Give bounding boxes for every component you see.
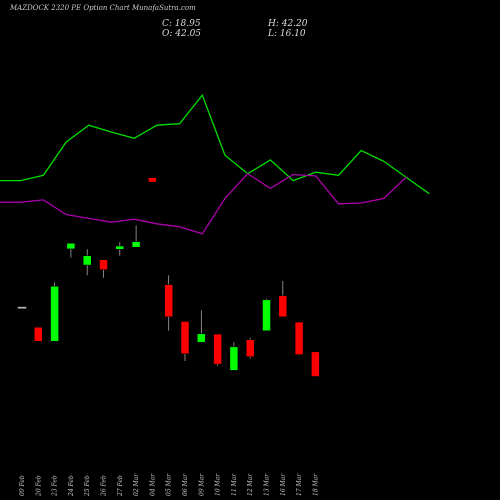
x-tick-label: 13 Mar xyxy=(264,473,271,496)
candle-body xyxy=(180,321,190,354)
x-tick-label: 12 Mar xyxy=(247,473,254,496)
close-value: C: 18.95 xyxy=(162,19,201,29)
candle-body xyxy=(311,351,320,377)
candle-body xyxy=(82,255,92,266)
candle-body xyxy=(115,245,125,250)
line-series-purple xyxy=(0,172,408,235)
candle-body xyxy=(262,299,271,331)
x-tick-label: 25 Feb xyxy=(84,475,91,497)
x-tick-label: 17 Mar xyxy=(296,473,303,496)
candle-body xyxy=(164,284,173,318)
candle-body xyxy=(17,306,27,309)
x-tick-label: 11 Mar xyxy=(231,473,238,496)
line-series-green xyxy=(0,93,430,195)
x-tick-label: 02 Mar xyxy=(133,473,140,496)
x-tick-label: 06 Mar xyxy=(182,473,189,496)
low-value: L: 16.10 xyxy=(268,29,306,39)
candle-body xyxy=(66,243,76,250)
candle-body xyxy=(229,346,239,371)
candle-body xyxy=(197,333,206,343)
x-tick-label: 16 Mar xyxy=(280,473,287,496)
x-tick-label: 24 Feb xyxy=(68,475,75,497)
candle-body xyxy=(213,333,222,365)
high-value: H: 42.20 xyxy=(268,19,308,29)
candle-body xyxy=(245,339,255,357)
candle-body xyxy=(34,327,43,342)
candle-body xyxy=(294,321,304,355)
x-tick-label: 20 Feb xyxy=(35,475,42,497)
candle-body xyxy=(278,295,288,318)
x-tick-label: 04 Mar xyxy=(149,473,156,496)
x-tick-label: 23 Feb xyxy=(52,475,59,497)
candle-body xyxy=(50,286,59,342)
x-tick-label: 18 Mar xyxy=(312,473,319,496)
x-tick-label: 05 Mar xyxy=(166,473,173,496)
open-value: O: 42.05 xyxy=(162,29,202,39)
chart-title: MAZDOCK 2320 PE Option Chart MunafaSutra… xyxy=(10,4,196,12)
x-tick-label: 09 Mar xyxy=(198,473,205,496)
x-tick-label: 09 Feb xyxy=(19,475,26,496)
x-tick-label: 10 Mar xyxy=(215,473,222,496)
candle-body xyxy=(99,259,108,270)
candle-body xyxy=(131,241,141,248)
x-tick-label: 27 Feb xyxy=(117,475,124,497)
candle-body xyxy=(148,177,157,183)
x-tick-label: 26 Feb xyxy=(101,475,108,497)
